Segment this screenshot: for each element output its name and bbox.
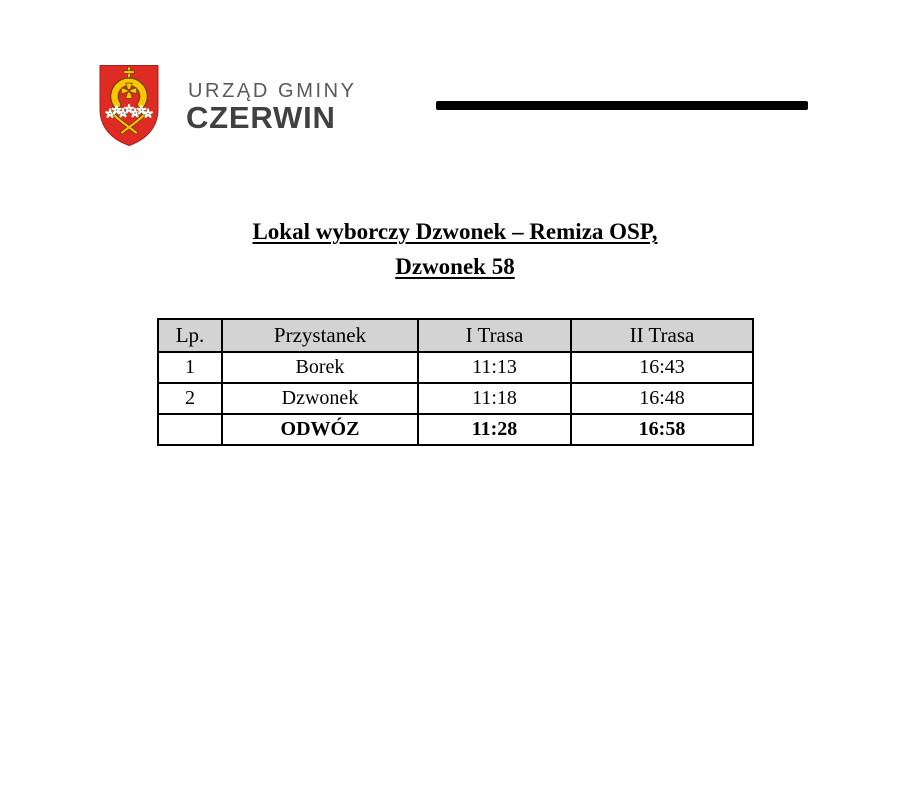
cell-time-trasa2: 16:48 [570, 382, 754, 415]
czerwin-coat-of-arms-icon [99, 65, 159, 147]
cell-time-trasa1: 11:13 [417, 351, 572, 384]
header-divider-bar [436, 101, 808, 110]
table-row-odwoz: ODWÓZ 11:28 16:58 [157, 413, 754, 446]
page-title-line1: Lokal wyborczy Dzwonek – Remiza OSP, [252, 219, 658, 244]
cell-lp: 1 [157, 351, 223, 384]
cell-time-trasa1: 11:18 [417, 382, 572, 415]
col-header-lp: Lp. [157, 318, 223, 353]
bus-timetable: Lp. Przystanek I Trasa II Trasa 1 Borek … [157, 318, 754, 446]
cell-stop: Dzwonek [221, 382, 419, 415]
col-header-przystanek: Przystanek [221, 318, 419, 353]
org-name-line1: URZĄD GMINY [188, 80, 357, 102]
org-name-line2: CZERWIN [186, 100, 336, 135]
page-title: Lokal wyborczy Dzwonek – Remiza OSP, Dzw… [0, 214, 910, 284]
cell-lp [157, 413, 223, 446]
table-row: 1 Borek 11:13 16:43 [157, 351, 754, 384]
col-header-trasa1: I Trasa [417, 318, 572, 353]
table-header-row: Lp. Przystanek I Trasa II Trasa [157, 318, 754, 353]
cell-stop: Borek [221, 351, 419, 384]
cell-time-trasa2: 16:58 [570, 413, 754, 446]
page-title-line2: Dzwonek 58 [395, 254, 515, 279]
table-row: 2 Dzwonek 11:18 16:48 [157, 382, 754, 415]
cell-time-trasa1: 11:28 [417, 413, 572, 446]
cell-stop: ODWÓZ [221, 413, 419, 446]
cell-lp: 2 [157, 382, 223, 415]
col-header-trasa2: II Trasa [570, 318, 754, 353]
cell-time-trasa2: 16:43 [570, 351, 754, 384]
